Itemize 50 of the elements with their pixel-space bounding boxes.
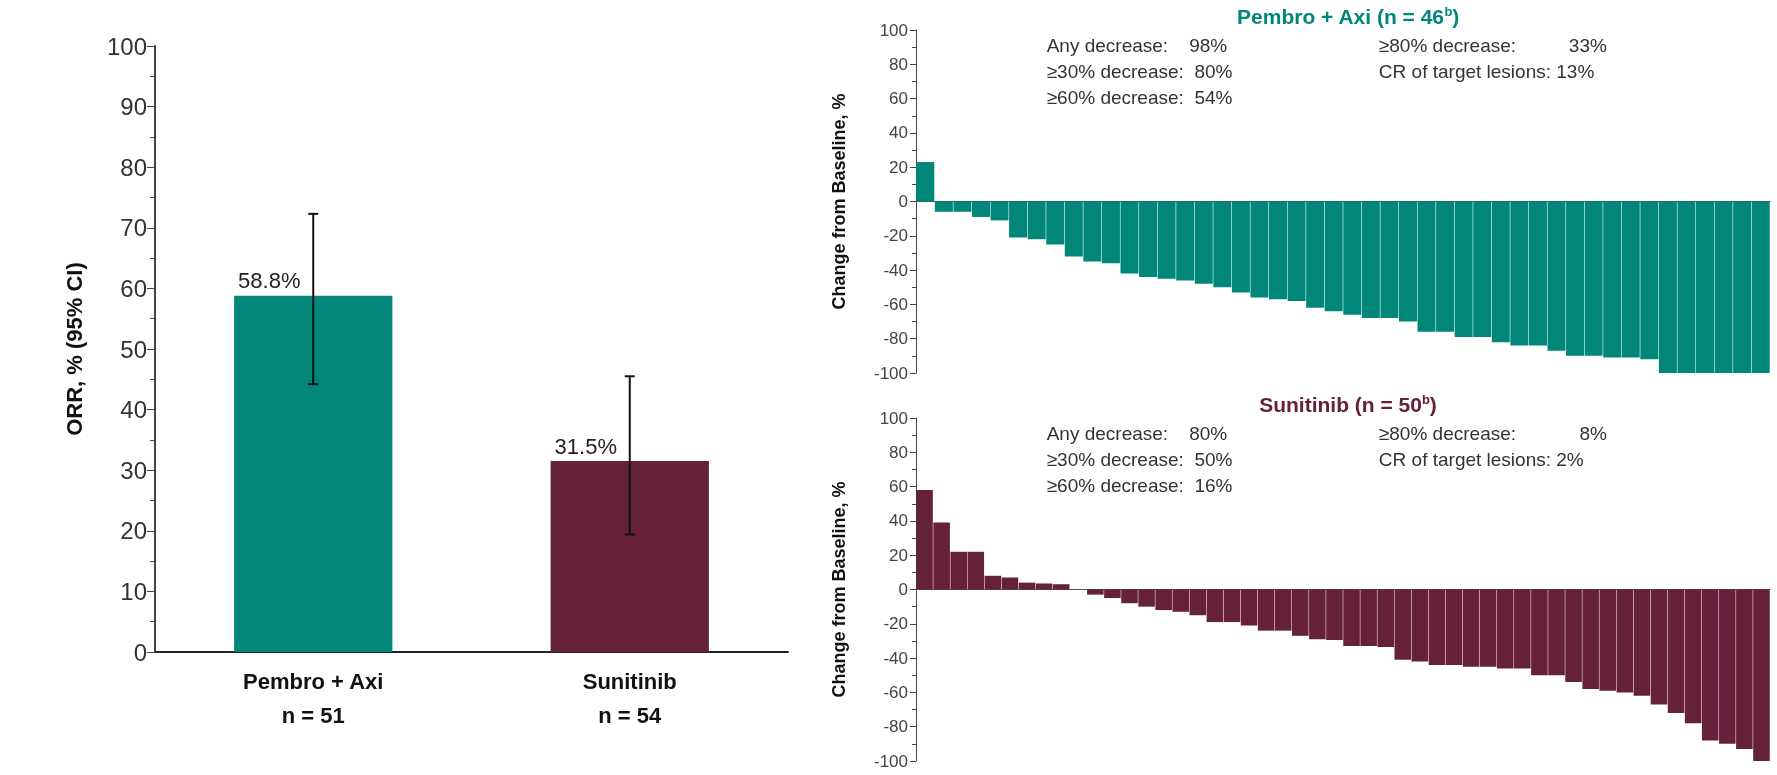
y-tick-label: 0 — [133, 638, 147, 666]
y-tick-label: -40 — [883, 648, 908, 668]
annotation: ≥80% decrease: 33% — [1378, 35, 1607, 56]
data-label: 31.5% — [554, 433, 617, 459]
y-tick-label: -40 — [883, 260, 908, 280]
y-tick-label: 40 — [889, 511, 908, 531]
y-tick-label: 10 — [120, 577, 147, 605]
y-tick-label: 40 — [889, 123, 908, 143]
y-tick-label: 60 — [889, 477, 908, 497]
y-tick-label: -80 — [883, 329, 908, 349]
y-tick-label: 20 — [120, 517, 147, 545]
y-tick-label: -100 — [873, 363, 908, 383]
y-tick-label: 20 — [889, 545, 908, 565]
y-axis-title: Change from Baseline, % — [829, 481, 849, 698]
y-tick-label: 20 — [889, 157, 908, 177]
y-tick-label: 50 — [120, 335, 147, 363]
y-tick-label: 80 — [889, 442, 908, 462]
annotation: CR of target lesions: 13% — [1378, 61, 1595, 82]
annotation: ≥60% decrease: 54% — [1046, 87, 1233, 108]
y-tick-label: 100 — [879, 408, 908, 428]
y-tick-label: 90 — [120, 93, 147, 121]
y-tick-label: -80 — [883, 717, 908, 737]
y-tick-label: 100 — [879, 20, 908, 40]
annotation: ≥80% decrease: 8% — [1378, 423, 1607, 444]
y-tick-label: -100 — [873, 751, 908, 771]
y-tick-label: 60 — [889, 89, 908, 109]
y-tick-label: 0 — [898, 580, 908, 599]
y-tick-label: 100 — [106, 32, 147, 60]
y-tick-label: 70 — [120, 214, 147, 242]
data-label: 58.8% — [238, 268, 301, 294]
y-tick-label: 40 — [120, 396, 147, 424]
annotation: ≥30% decrease: 80% — [1046, 61, 1233, 82]
y-tick-label: 30 — [120, 456, 147, 484]
annotation: Any decrease: 98% — [1046, 35, 1228, 56]
annotation: ≥30% decrease: 50% — [1046, 449, 1233, 470]
y-tick-label: 0 — [898, 192, 908, 211]
annotation: ≥60% decrease: 16% — [1046, 475, 1233, 496]
x-tick-label: Sunitinib n = 54 — [582, 668, 677, 728]
y-axis-title: Change from Baseline, % — [829, 93, 849, 310]
x-tick-label: Pembro + Axi n = 51 — [243, 668, 384, 728]
y-tick-label: -60 — [883, 294, 908, 314]
y-tick-label: -20 — [883, 226, 908, 246]
y-tick-label: 80 — [889, 54, 908, 74]
y-tick-label: -20 — [883, 614, 908, 634]
y-tick-label: -60 — [883, 682, 908, 702]
annotation: Any decrease: 80% — [1046, 423, 1228, 444]
annotation: CR of target lesions: 2% — [1378, 449, 1584, 470]
y-axis-title: ORR, % (95% CI) — [61, 262, 87, 436]
y-tick-label: 80 — [120, 153, 147, 181]
y-tick-label: 60 — [120, 274, 147, 302]
